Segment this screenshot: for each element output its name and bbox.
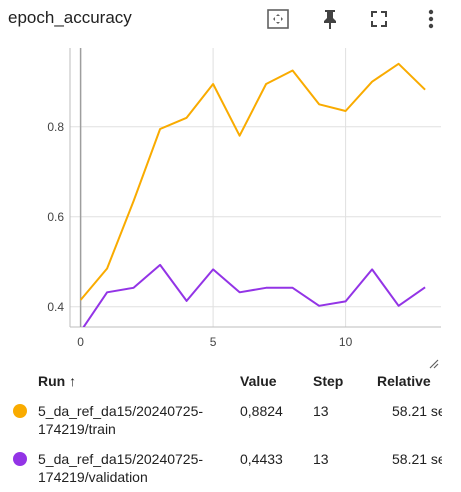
pin-button[interactable] [317,6,343,32]
run-value: 0,8824 [240,403,283,419]
value-column-header[interactable]: Value [240,373,277,389]
y-tick-label: 0.8 [47,120,64,134]
validation-series-line [82,263,426,327]
resize-handle-icon [429,359,439,369]
y-tick-label: 0.6 [47,210,64,224]
step-column-header[interactable]: Step [313,373,344,389]
run-column-header[interactable]: Run ↑ [38,373,77,389]
run-relative: 58.21 sec [392,451,442,467]
run-name-line2: 174219/train [38,421,116,437]
x-tick-label: 0 [77,335,84,349]
x-tick-label: 10 [339,335,353,349]
fullscreen-button[interactable] [366,6,392,32]
run-value: 0,4433 [240,451,283,467]
y-tick-label: 0.4 [47,300,64,314]
run-name-line1: 5_da_ref_da15/20240725- [38,451,204,467]
run-step: 13 [313,403,329,419]
run-step: 13 [313,451,329,467]
train-series-line [79,62,426,301]
train-color-dot [13,404,27,418]
run-name-line2: 174219/validation [38,469,148,485]
x-tick-label: 5 [210,335,217,349]
fullscreen-icon [371,11,387,27]
run-name-line1: 5_da_ref_da15/20240725- [38,403,204,419]
validation-color-dot [13,452,27,466]
run-relative: 58.21 sec [392,403,442,419]
more-vert-icon [428,9,434,29]
line-chart[interactable]: 0.4 0.6 0.8 0 5 10 [0,40,461,370]
more-options-button[interactable] [418,6,444,32]
relative-column-header[interactable]: Relative [377,373,431,389]
chart-title: epoch_accuracy [8,8,132,27]
fit-domain-icon [267,9,289,29]
pin-icon [324,10,336,29]
fit-domain-button[interactable] [265,6,291,32]
